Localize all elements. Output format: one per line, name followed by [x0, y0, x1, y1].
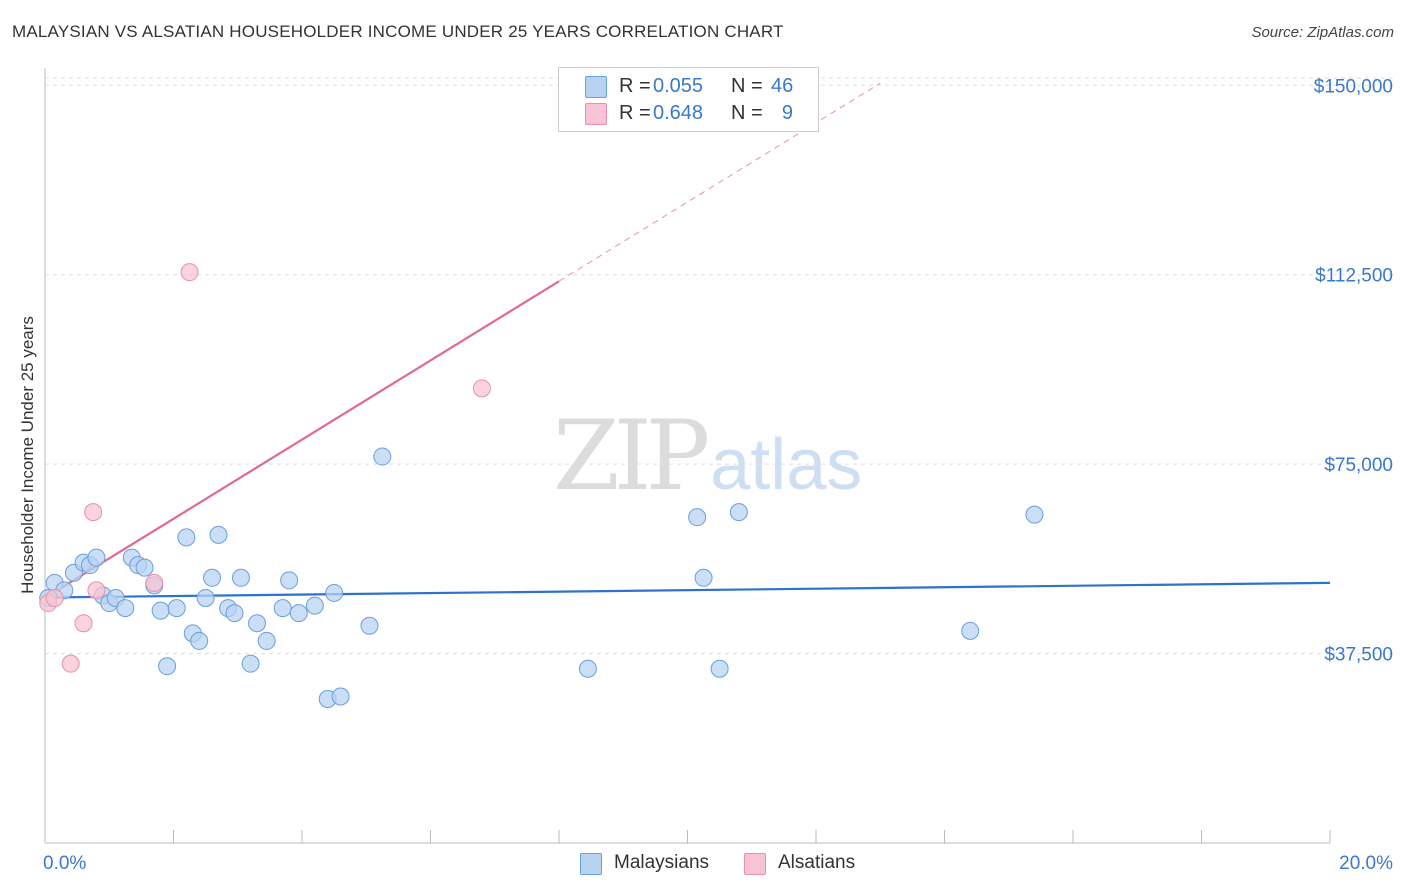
malaysian-point	[209, 525, 228, 544]
malaysian-point	[135, 558, 154, 577]
axes	[44, 68, 1331, 844]
malaysian-point	[961, 621, 980, 640]
alsatian-point	[145, 573, 164, 592]
data-points	[39, 263, 1044, 709]
y-tick-label: $37,500	[1324, 645, 1393, 666]
malaysian-point	[190, 631, 209, 650]
y-tick-label: $75,000	[1324, 455, 1393, 476]
malaysian-point	[325, 583, 344, 602]
malaysian-point	[280, 571, 299, 590]
malaysian-point	[331, 687, 350, 706]
alsatian-point	[61, 654, 80, 673]
x-tick-label: 20.0%	[1339, 853, 1393, 874]
bottom-legend-swatch-malaysians	[580, 853, 602, 875]
malaysian-point	[203, 568, 222, 587]
alsatian-point	[74, 614, 93, 633]
legend-swatch-alsatians	[585, 103, 607, 125]
malaysian-point	[360, 616, 379, 635]
malaysian-point	[273, 599, 292, 618]
legend-r-value: 0.055	[653, 75, 704, 97]
legend-n-label: N =	[731, 75, 763, 97]
legend: R = 0.055 N = 46 R = 0.648 N = 9	[558, 67, 819, 132]
alsatian-trend-extension	[558, 82, 881, 282]
legend-r-label: R =	[619, 102, 651, 124]
malaysian-point	[151, 601, 170, 620]
malaysian-point	[688, 508, 707, 527]
malaysian-point	[158, 657, 177, 676]
bottom-legend-label-malaysians: Malaysians	[614, 852, 710, 873]
trend-lines	[44, 82, 1331, 599]
malaysian-point	[196, 588, 215, 607]
alsatian-point	[87, 581, 106, 600]
alsatian-point	[472, 379, 491, 398]
malaysian-point	[305, 596, 324, 615]
malaysian-point	[1025, 505, 1044, 524]
malaysian-point	[225, 604, 244, 623]
malaysian-point	[710, 659, 729, 678]
malaysian-point	[231, 568, 250, 587]
alsatian-point	[45, 588, 64, 607]
alsatian-trend-line	[44, 280, 560, 599]
malaysian-point	[116, 599, 135, 618]
malaysian-point	[729, 503, 748, 522]
bottom-legend-label-alsatians: Alsatians	[778, 852, 856, 873]
source-credit: Source: ZipAtlas.com	[1251, 24, 1394, 41]
gridlines	[45, 77, 1395, 655]
malaysian-trend-line	[44, 581, 1331, 599]
legend-n-value: 9	[781, 102, 793, 124]
tick-labels: $37,500 $75,000 $112,500 $150,000 0.0% 20.0%	[43, 76, 1393, 874]
alsatian-point	[84, 503, 103, 522]
malaysian-point	[167, 599, 186, 618]
alsatian-point	[180, 263, 199, 282]
chart-title: MALAYSIAN VS ALSATIAN HOUSEHOLDER INCOME…	[12, 22, 784, 41]
bottom-legend-swatch-alsatians	[744, 853, 766, 875]
malaysian-point	[177, 528, 196, 547]
x-tick-label: 0.0%	[43, 853, 86, 874]
malaysian-point	[87, 548, 106, 567]
malaysian-point	[241, 654, 260, 673]
malaysian-point	[578, 659, 597, 678]
legend-swatch-malaysians	[585, 76, 607, 98]
legend-n-label: N =	[731, 102, 763, 124]
malaysian-point	[257, 631, 276, 650]
legend-n-value: 46	[771, 75, 794, 97]
malaysian-point	[694, 568, 713, 587]
y-axis-label: Householder Income Under 25 years	[18, 316, 37, 594]
malaysian-point	[289, 604, 308, 623]
y-tick-label: $112,500	[1315, 266, 1393, 287]
malaysian-point	[248, 614, 267, 633]
malaysian-point	[373, 447, 392, 466]
legend-r-label: R =	[619, 75, 651, 97]
y-tick-label: $150,000	[1314, 76, 1393, 97]
legend-r-value: 0.648	[653, 102, 704, 124]
